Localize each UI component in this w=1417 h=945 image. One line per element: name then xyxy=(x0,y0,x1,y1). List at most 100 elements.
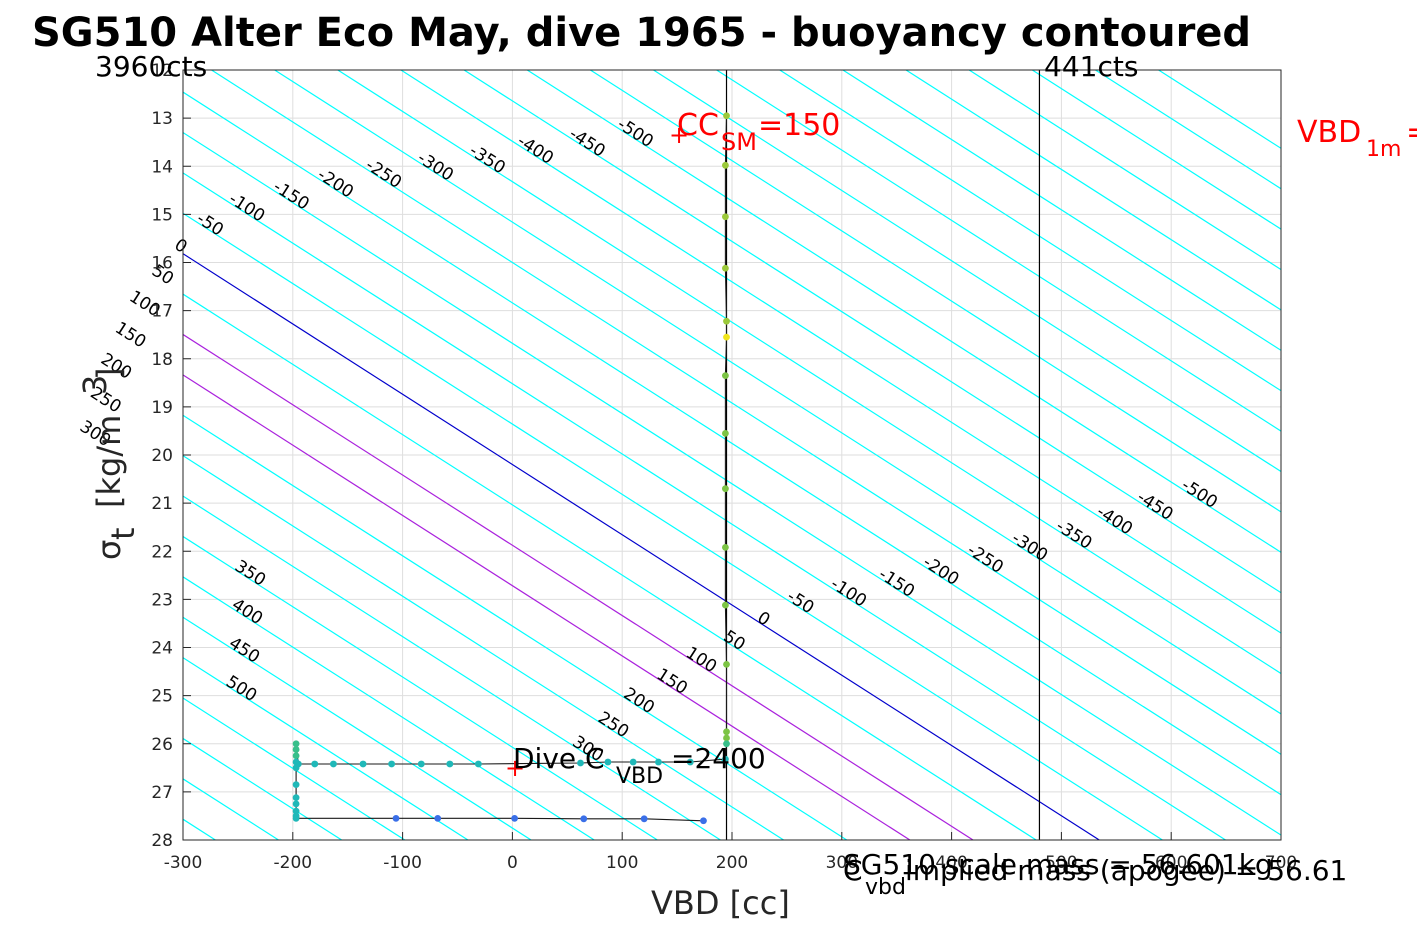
profile-point xyxy=(359,760,367,768)
profile-point xyxy=(700,817,707,825)
profile-point xyxy=(577,759,584,767)
y-axis-label: σ t [kg/m 3 ] xyxy=(76,368,142,560)
y-label-close: ] xyxy=(90,368,128,380)
contour-line xyxy=(778,70,1281,392)
profile-point xyxy=(292,740,300,748)
vbd-1m-annotation: VBD 1m = xyxy=(1297,115,1417,162)
x-tick-label: -100 xyxy=(383,853,422,873)
contour-line xyxy=(183,212,1164,840)
chart-title: SG510 Alter Eco May, dive 1965 - buoyanc… xyxy=(32,10,1251,56)
x-tick-label: 500 xyxy=(1045,853,1077,873)
profile-point xyxy=(723,740,730,748)
profile-point xyxy=(392,814,400,822)
dive-cvbd-sub: VBD xyxy=(616,764,663,789)
contour-line xyxy=(968,70,1281,271)
contour-line xyxy=(183,697,406,840)
contour-line-magenta xyxy=(183,374,911,840)
x-tick-label: 300 xyxy=(826,853,858,873)
contour-line xyxy=(183,576,596,840)
profile-point xyxy=(722,213,729,221)
contour-line xyxy=(183,293,1038,840)
contour-line xyxy=(336,70,1281,675)
contour-line xyxy=(715,70,1281,432)
y-tick-label: 13 xyxy=(151,109,173,129)
profile-point xyxy=(640,815,648,823)
profile-point xyxy=(722,429,729,437)
x-axis-label: VBD [cc] xyxy=(651,884,790,922)
contour-line xyxy=(1094,70,1281,190)
vbd-1m-sub: 1m xyxy=(1366,137,1401,162)
contour-line xyxy=(0,0,176,936)
profile-point xyxy=(723,660,730,668)
y-label-unit: [kg/m xyxy=(90,415,128,508)
dive-cvbd-main: Dive C xyxy=(513,742,605,775)
dive-cvbd-marker: + xyxy=(505,754,525,782)
y-tick-label: 17 xyxy=(151,302,173,322)
contour-line xyxy=(210,70,1281,756)
y-tick-label: 18 xyxy=(151,350,173,370)
profile-point xyxy=(723,728,730,736)
footer-line1: SG510 scale mass = 56.601kg xyxy=(843,848,1273,881)
footer-line2-main: C xyxy=(843,854,863,887)
profile-point xyxy=(722,372,729,379)
dive-cvbd-annotation: + Dive C VBD =2400 xyxy=(505,742,766,789)
contour-line xyxy=(589,70,1281,513)
profile-point xyxy=(311,760,319,768)
profile-point xyxy=(292,814,300,822)
profile-point xyxy=(629,758,637,766)
y-tick-label: 25 xyxy=(151,687,173,707)
contour-line xyxy=(183,454,785,840)
contour-line xyxy=(399,70,1281,634)
y-tick-label: 22 xyxy=(151,542,173,562)
profile-point xyxy=(722,161,729,169)
contour-line xyxy=(1031,70,1281,230)
contour-line xyxy=(183,172,1227,840)
x-tick-label: 700 xyxy=(1265,853,1297,873)
footer-annotation: SG510 scale mass = 56.601kg C vbd implie… xyxy=(843,848,1347,900)
profile-point xyxy=(292,764,300,772)
contour-line xyxy=(652,70,1281,473)
x-tick-label: 0 xyxy=(507,853,518,873)
y-tick-label: 26 xyxy=(151,735,173,755)
cc-sm-main: CC xyxy=(677,108,719,143)
profile-point xyxy=(722,264,729,272)
x-tick-label: 600 xyxy=(1155,853,1187,873)
profile-point xyxy=(446,760,454,768)
contour-line xyxy=(183,414,848,840)
y-tick-label: 21 xyxy=(151,494,173,514)
y-tick-label: 16 xyxy=(151,254,173,274)
vbd-1m-main: VBD xyxy=(1297,115,1361,150)
x-tick-label: 200 xyxy=(716,853,748,873)
profile-point xyxy=(722,601,729,609)
profile-point xyxy=(580,815,588,823)
profile-point xyxy=(292,794,300,802)
profile-point xyxy=(723,317,730,325)
left-count-label: 3960cts xyxy=(95,50,207,83)
y-tick-label: 15 xyxy=(151,205,173,225)
vbd-1m-value: = xyxy=(1406,115,1417,150)
contour-line xyxy=(183,535,659,840)
profile-point xyxy=(686,758,694,766)
profile-point xyxy=(388,760,396,768)
profile-point xyxy=(292,781,300,789)
x-tick-label: -200 xyxy=(274,853,313,873)
contour-line-magenta xyxy=(183,333,975,840)
profile-point xyxy=(292,800,300,808)
y-tick-label: 12 xyxy=(151,61,173,81)
right-count-label: 441cts xyxy=(1044,50,1138,83)
profile-point xyxy=(655,758,662,766)
y-tick-label: 28 xyxy=(151,831,173,851)
profile-point xyxy=(292,758,300,766)
contour-line xyxy=(273,70,1281,715)
y-label-exp: 3 xyxy=(76,375,114,395)
cc-sm-annotation: + CC SM =150 xyxy=(669,108,840,156)
contour-label: 150 xyxy=(111,318,149,352)
y-tick-label: 24 xyxy=(151,639,173,659)
contour-line xyxy=(904,70,1281,311)
contour-line xyxy=(183,737,343,840)
y-label-sigma: σ xyxy=(90,540,128,560)
footer-line2-rest: implied mass (apogee) = 56.61 xyxy=(905,854,1347,887)
contour-line xyxy=(526,70,1281,554)
